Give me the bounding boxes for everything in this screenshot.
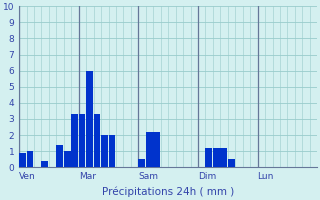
Bar [220, 148, 227, 167]
Bar [153, 132, 160, 167]
Bar [108, 135, 115, 167]
Bar [205, 148, 212, 167]
Bar [213, 148, 220, 167]
Bar [56, 145, 63, 167]
Bar [146, 132, 153, 167]
Bar [19, 153, 26, 167]
Bar [71, 114, 78, 167]
Bar [101, 135, 108, 167]
Bar [138, 159, 145, 167]
X-axis label: Précipitations 24h ( mm ): Précipitations 24h ( mm ) [102, 187, 234, 197]
Bar [228, 159, 235, 167]
Bar [86, 71, 93, 167]
Bar [27, 151, 33, 167]
Bar [79, 114, 85, 167]
Bar [42, 161, 48, 167]
Bar [64, 151, 70, 167]
Bar [94, 114, 100, 167]
